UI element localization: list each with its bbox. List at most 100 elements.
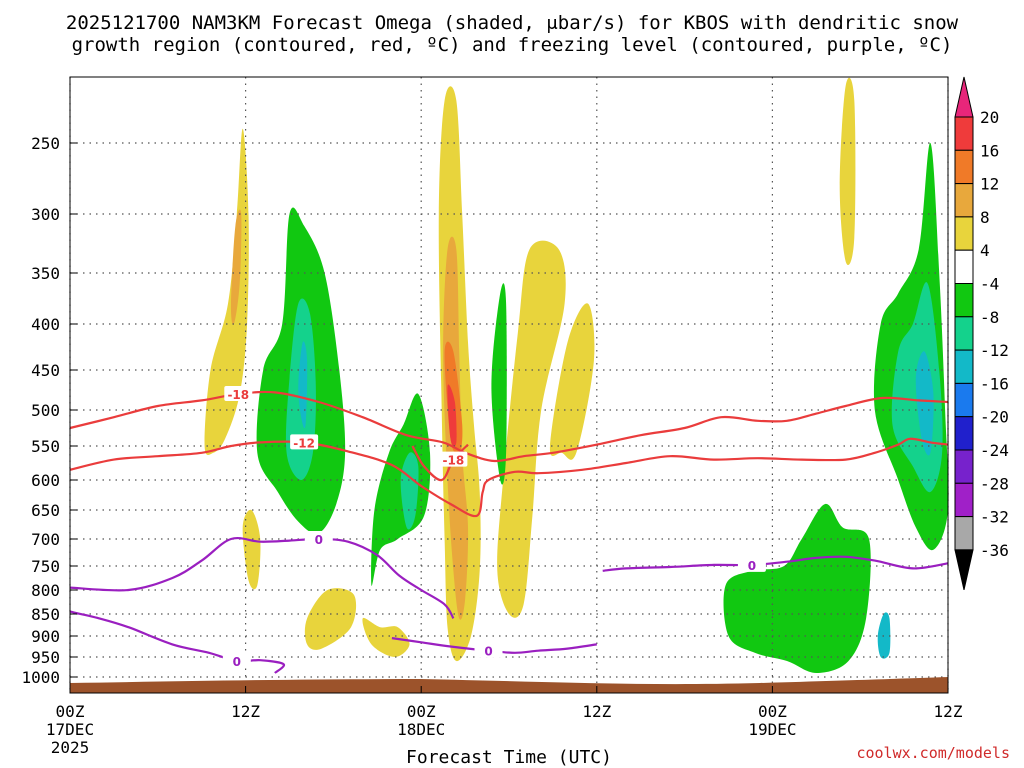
dgz-contour-label-bg-0	[224, 386, 253, 401]
omega-updraft-t16-low	[304, 588, 357, 650]
colorbar-swatch-12	[954, 482, 974, 518]
omega-descent-t22	[371, 393, 431, 587]
colorbar-swatch-11	[954, 449, 974, 484]
colorbar-swatch-8	[954, 349, 974, 384]
omega-updraft-t20-low	[362, 617, 410, 657]
omega-descent-t45	[723, 503, 871, 673]
colorbar-label-2: 12	[980, 175, 999, 194]
freezing-contour-label-1: 0	[748, 559, 756, 573]
omega-descent-t45-mid	[877, 612, 891, 659]
y-tick-label-1000: 1000	[21, 668, 60, 687]
freezing-contour-label-bg-0	[304, 531, 333, 546]
omega-descent-t57-core	[915, 351, 934, 456]
dgz-contour-label-1: -12	[293, 436, 315, 450]
freezing-contour-label-3: 0	[233, 655, 241, 669]
colorbar-swatch-3	[954, 183, 974, 218]
x-tick-label-0: 00Z	[56, 702, 85, 721]
y-tick-label-700: 700	[31, 530, 60, 549]
y-tick-label-950: 950	[31, 648, 60, 667]
dgz-contour-label-0: -18	[227, 388, 249, 402]
colorbar-label-4: 4	[980, 241, 990, 260]
y-tick-label-800: 800	[31, 581, 60, 600]
colorbar-swatch-10	[954, 416, 974, 451]
dgz-contour-label-2: -18	[443, 454, 465, 468]
x-tick-date-4: 19DEC	[748, 720, 796, 739]
colorbar-label-3: 8	[980, 208, 990, 227]
x-tick-year-0: 2025	[51, 738, 90, 757]
y-tick-label-650: 650	[31, 501, 60, 520]
freezing-contour-label-bg-3	[222, 653, 251, 668]
colorbar-label-12: -32	[980, 508, 1009, 527]
colorbar-label-10: -24	[980, 441, 1009, 460]
omega-updraft-t31	[497, 240, 566, 618]
y-tick-label-450: 450	[31, 361, 60, 380]
colorbar-swatch-9	[954, 382, 974, 418]
dgz-contour-label-bg-2	[439, 451, 468, 467]
colorbar-label-6: -8	[980, 308, 999, 327]
colorbar-label-1: 16	[980, 141, 999, 160]
colorbar-label-7: -12	[980, 341, 1009, 360]
x-tick-label-4: 00Z	[758, 702, 787, 721]
y-tick-label-250: 250	[31, 134, 60, 153]
terrain-band	[70, 677, 948, 693]
y-tick-label-500: 500	[31, 401, 60, 420]
x-tick-label-5: 12Z	[934, 702, 963, 721]
freezing-contour-label-2: 0	[484, 645, 492, 659]
y-tick-label-350: 350	[31, 264, 60, 283]
colorbar-bottom-arrow	[954, 549, 974, 591]
omega-updraft-t26-peak	[447, 384, 457, 447]
x-axis-label: Forecast Time (UTC)	[406, 747, 612, 768]
freezing-contour-label-bg-1	[737, 556, 766, 572]
watermark: coolwx.com/models	[856, 744, 1010, 762]
plot-area: -18 -12 -18 0 0 0 0	[69, 76, 949, 694]
y-axis: 250 300 350 400 450 500 550 600 650 700 750 800 850 9…	[21, 134, 77, 687]
freezing-contour-label-0: 0	[315, 533, 323, 547]
colorbar-swatch-13	[954, 516, 974, 551]
x-tick-label-1: 12Z	[231, 702, 260, 721]
colorbar-swatch-7	[954, 316, 974, 351]
y-tick-label-400: 400	[31, 315, 60, 334]
y-tick-label-900: 900	[31, 627, 60, 646]
chart-title-line1: 2025121700 NAM3KM Forecast Omega (shaded…	[66, 12, 959, 34]
colorbar-label-5: -4	[980, 275, 999, 294]
omega-descent-t29	[491, 283, 507, 485]
omega-descent-t16-core	[298, 341, 308, 429]
colorbar-swatch-2	[954, 149, 974, 185]
freezing-contour-line-0	[69, 536, 455, 620]
x-tick-date-2: 18DEC	[397, 720, 445, 739]
omega-descent-t22-mid	[400, 452, 419, 530]
y-tick-label-300: 300	[31, 205, 60, 224]
omega-updraft-t13-low	[242, 509, 261, 590]
colorbar-label-8: -16	[980, 374, 1009, 393]
freezing-contour-line-3	[69, 610, 286, 674]
colorbar-label-9: -20	[980, 408, 1009, 427]
colorbar: 20 16 12 8 4 -4 -8 -12 -16 -20 -24 -28 -32 -36	[954, 76, 1009, 591]
colorbar-swatch-6	[954, 283, 974, 318]
dgz-contour-line-1	[69, 437, 949, 518]
freezing-contour-line-1	[602, 555, 949, 572]
y-tick-label-600: 600	[31, 471, 60, 490]
colorbar-swatch-5	[954, 249, 974, 284]
freezing-contour-label-bg-2	[474, 642, 503, 658]
omega-updraft-t10	[204, 128, 249, 456]
omega-fills	[204, 77, 949, 673]
dgz-contour-label-bg-1	[290, 434, 319, 450]
freezing-contour-line-2	[391, 637, 597, 654]
colorbar-label-13: -36	[980, 541, 1009, 560]
omega-updraft-t36	[549, 303, 595, 460]
contour-lines: -18 -12 -18 0 0 0 0	[69, 386, 949, 674]
x-tick-label-2: 00Z	[407, 702, 436, 721]
terrain	[70, 677, 948, 693]
colorbar-swatch-1	[954, 116, 974, 151]
y-tick-label-750: 750	[31, 557, 60, 576]
omega-updraft-t53	[839, 77, 856, 266]
colorbar-swatch-4	[954, 216, 974, 251]
omega-updraft-t10-core	[230, 209, 242, 325]
colorbar-label-0: 20	[980, 108, 999, 127]
chart-title-line2: growth region (contoured, red, ºC) and f…	[72, 34, 953, 56]
x-tick-date-0: 17DEC	[46, 720, 94, 739]
colorbar-label-11: -28	[980, 474, 1009, 493]
x-tick-label-3: 12Z	[582, 702, 611, 721]
